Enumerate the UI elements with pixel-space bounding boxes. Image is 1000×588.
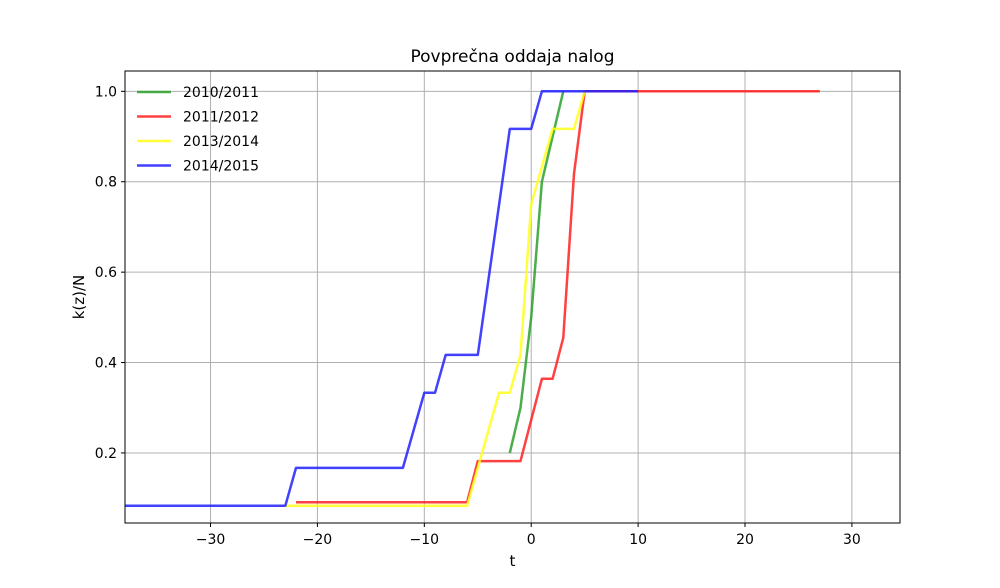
y-tick-label: 0.4	[95, 356, 117, 372]
x-tick-label: 20	[736, 532, 754, 548]
x-tick-label: 0	[527, 532, 536, 548]
grid-lines	[125, 71, 900, 523]
legend-label: 2010/2011	[183, 85, 259, 101]
plot-area	[125, 71, 900, 523]
series-lines	[125, 90, 820, 508]
y-axis-ticks: 0.2 0.4 0.6 0.8 1.0	[95, 84, 125, 462]
y-axis-label: k(z)/N	[70, 275, 88, 320]
legend: 2010/2011 2011/2012 2013/2014 2014/2015	[137, 85, 259, 175]
x-tick-label: 30	[843, 532, 861, 548]
x-tick-label: −10	[410, 532, 440, 548]
plot-frame	[124, 70, 901, 524]
legend-item: 2010/2011	[137, 85, 259, 101]
legend-label: 2013/2014	[183, 134, 259, 150]
series-line-2014-2015	[125, 90, 639, 508]
legend-item: 2013/2014	[137, 134, 259, 150]
x-axis-label: t	[510, 552, 516, 570]
series-line-2013-2014	[285, 90, 586, 508]
y-tick-label: 1.0	[95, 84, 117, 100]
series-line-2010-2011	[508, 91, 565, 454]
legend-item: 2014/2015	[137, 159, 259, 175]
legend-label: 2014/2015	[183, 159, 259, 175]
series-line-2011-2012	[296, 90, 820, 504]
y-tick-label: 0.8	[95, 175, 117, 191]
x-tick-label: 10	[629, 532, 647, 548]
x-tick-label: −20	[303, 532, 333, 548]
y-tick-label: 0.2	[95, 446, 117, 462]
y-tick-label: 0.6	[95, 265, 117, 281]
x-tick-label: −30	[196, 532, 226, 548]
legend-item: 2011/2012	[137, 110, 259, 126]
legend-label: 2011/2012	[183, 110, 259, 126]
x-axis-ticks: −30 −20 −10 0 10 20 30	[196, 523, 861, 548]
chart-title: Povprečna oddaja nalog	[411, 47, 615, 67]
